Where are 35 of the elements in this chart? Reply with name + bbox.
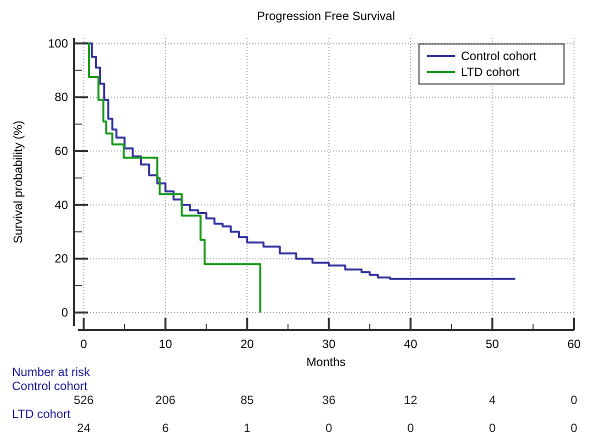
legend-label: LTD cohort (461, 65, 520, 79)
x-tick-label: 20 (240, 337, 254, 351)
text: 0 (488, 421, 496, 435)
text: 526 (74, 393, 94, 407)
y-tick-label: 40 (54, 198, 68, 212)
text: 206 (155, 393, 176, 407)
x-tick-label: 40 (404, 337, 418, 351)
text: 0 (326, 421, 333, 435)
text: 36 (322, 393, 336, 407)
x-tick-label: 0 (80, 337, 88, 351)
text: LTD cohort (12, 407, 72, 421)
text: 24 (77, 421, 91, 435)
text: 1 (244, 421, 251, 435)
text: Control cohort (12, 379, 88, 393)
text: 0 (570, 393, 578, 407)
x-axis-title: Months (306, 355, 346, 369)
chart-title: Progression Free Survival (256, 9, 396, 23)
y-axis-title: Survival probability (%) (11, 120, 25, 244)
y-tick-label: 80 (54, 90, 68, 104)
x-tick-label: 50 (486, 337, 500, 351)
text: Number at risk (12, 365, 92, 379)
text: 12 (404, 393, 418, 407)
text: 0 (570, 421, 578, 435)
text: 4 (488, 393, 496, 407)
y-tick-label: 20 (54, 252, 68, 266)
text: 0 (407, 421, 414, 435)
text: 85 (240, 393, 254, 407)
y-tick-label: 60 (54, 144, 68, 158)
x-tick-label: 10 (158, 337, 172, 351)
y-tick-label: 100 (48, 36, 68, 50)
legend-label: Control cohort (461, 49, 538, 63)
text: 6 (162, 421, 170, 435)
x-tick-label: 60 (567, 337, 581, 351)
y-tick-label: 0 (61, 306, 68, 320)
x-tick-label: 30 (322, 337, 336, 351)
